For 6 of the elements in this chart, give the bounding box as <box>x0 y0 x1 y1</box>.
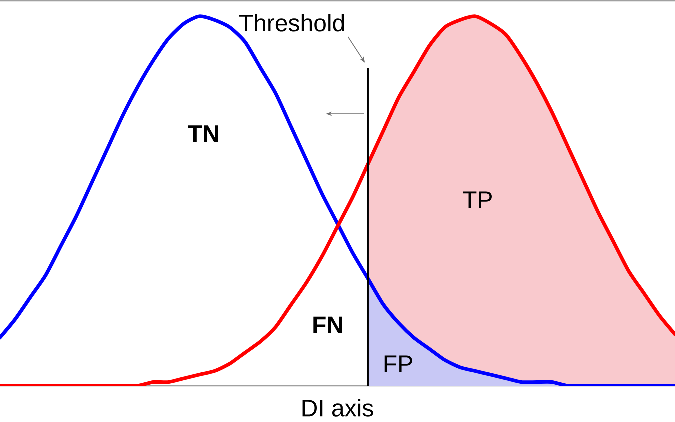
annotation: TP <box>463 192 492 208</box>
annotation: FN <box>314 316 342 334</box>
annotation: Threshold <box>239 14 344 32</box>
annotation: FP <box>384 356 412 372</box>
x-axis-title: DI axis <box>302 399 374 417</box>
annotation: TN <box>188 126 218 142</box>
